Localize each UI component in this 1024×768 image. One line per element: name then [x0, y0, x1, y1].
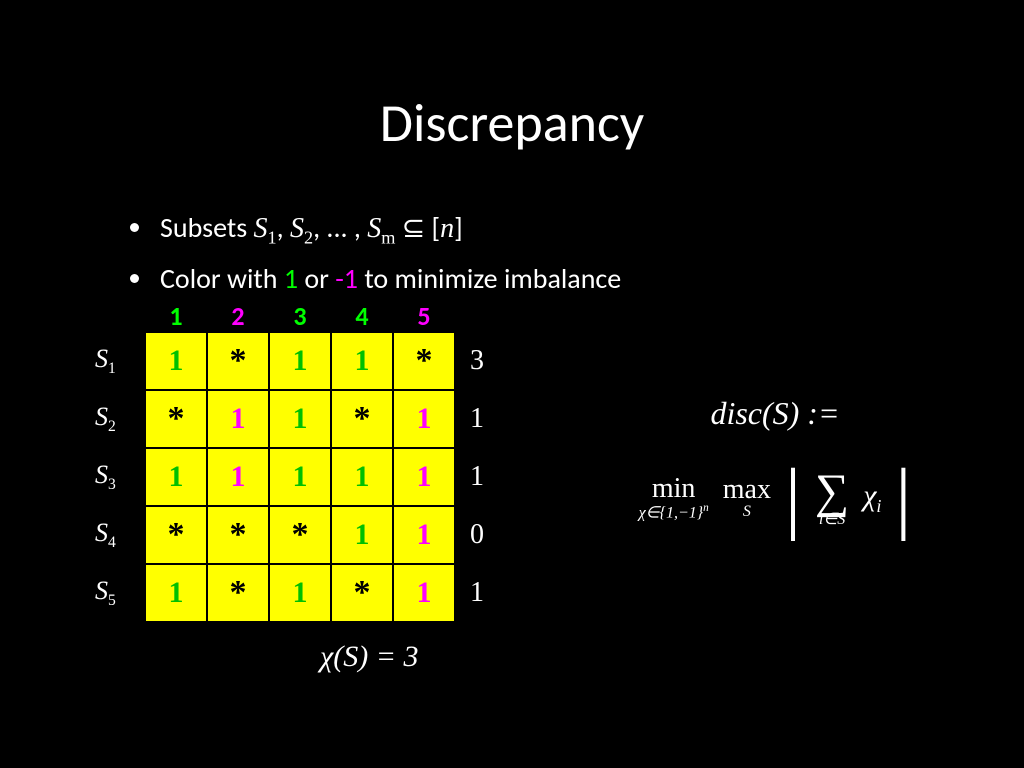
- matrix-cell: 1: [393, 448, 455, 506]
- slide: Discrepancy Subsets S1, S2, ... , Sm ⊆ […: [0, 0, 1024, 768]
- matrix-cell: 1: [207, 390, 269, 448]
- row-sum: 1: [455, 577, 510, 609]
- row-label: S4: [95, 518, 145, 552]
- col-header-1: 1: [145, 300, 207, 332]
- plus-one: 1: [284, 261, 298, 296]
- matrix-row: S4***110: [95, 506, 510, 564]
- matrix-cell: *: [331, 390, 393, 448]
- matrix-row: S11*11*3: [95, 332, 510, 390]
- row-label: S1: [95, 344, 145, 378]
- matrix-cell: 1: [331, 332, 393, 390]
- matrix-cell: 1: [331, 506, 393, 564]
- Sm: Sm: [367, 213, 395, 244]
- matrix-cell: *: [145, 506, 207, 564]
- matrix-row: S51*1*11: [95, 564, 510, 622]
- chi-result: χ(S) = 3: [320, 640, 418, 674]
- matrix-cell: 1: [269, 332, 331, 390]
- matrix-cell: 1: [145, 332, 207, 390]
- bullet-1: Subsets S1, S2, ... , Sm ⊆ [n]: [155, 203, 621, 254]
- matrix-cell: *: [145, 390, 207, 448]
- sum-operator: ∑ i∈S: [815, 468, 849, 528]
- matrix-cell: 1: [269, 564, 331, 622]
- slide-title: Discrepancy: [0, 90, 1024, 156]
- matrix-row: S3111111: [95, 448, 510, 506]
- bullet-list: Subsets S1, S2, ... , Sm ⊆ [n] Color wit…: [95, 203, 621, 305]
- matrix-cell: *: [207, 332, 269, 390]
- formula-line-1: disc(S) :=: [560, 395, 990, 432]
- col-header-5: 5: [393, 300, 455, 332]
- matrix-cell: 1: [393, 390, 455, 448]
- S2: S2: [290, 213, 313, 244]
- matrix-cell: *: [393, 332, 455, 390]
- max-operator: max S: [723, 475, 771, 521]
- col-header-4: 4: [331, 300, 393, 332]
- matrix-cell: *: [207, 506, 269, 564]
- col-header-2: 2: [207, 300, 269, 332]
- disc-formula: disc(S) := min χ∈{1,−1}n max S | ∑ i∈S χ…: [560, 395, 990, 534]
- abs-bar-right: |: [895, 462, 911, 534]
- row-sum: 0: [455, 519, 510, 551]
- S1: S1: [254, 213, 277, 244]
- formula-line-2: min χ∈{1,−1}n max S | ∑ i∈S χi |: [560, 462, 990, 534]
- row-label: S3: [95, 460, 145, 494]
- matrix-cell: 1: [145, 448, 207, 506]
- matrix-cell: *: [207, 564, 269, 622]
- matrix-cell: 1: [207, 448, 269, 506]
- matrix-cell: 1: [393, 506, 455, 564]
- row-sum: 1: [455, 403, 510, 435]
- matrix-row: S2*11*11: [95, 390, 510, 448]
- matrix-cell: 1: [331, 448, 393, 506]
- abs-bar-left: |: [785, 462, 801, 534]
- matrix-cell: 1: [145, 564, 207, 622]
- matrix-cell: *: [269, 506, 331, 564]
- col-header-3: 3: [269, 300, 331, 332]
- row-label: S2: [95, 402, 145, 436]
- bullet-2: Color with 1 or -1 to minimize imbalance: [155, 254, 621, 304]
- minus-one: -1: [335, 261, 358, 296]
- matrix-cell: 1: [269, 390, 331, 448]
- chi-i: χi: [863, 479, 881, 517]
- row-sum: 1: [455, 461, 510, 493]
- column-headers: 1 2 3 4 5: [145, 300, 510, 332]
- matrix-cell: 1: [393, 564, 455, 622]
- matrix: 1 2 3 4 5 S11*11*3S2*11*11S3111111S4***1…: [95, 300, 510, 622]
- matrix-cell: 1: [269, 448, 331, 506]
- row-sum: 3: [455, 345, 510, 377]
- matrix-cell: *: [331, 564, 393, 622]
- bullet1-pre: Subsets: [160, 210, 254, 245]
- row-label: S5: [95, 576, 145, 610]
- min-operator: min χ∈{1,−1}n: [639, 474, 709, 523]
